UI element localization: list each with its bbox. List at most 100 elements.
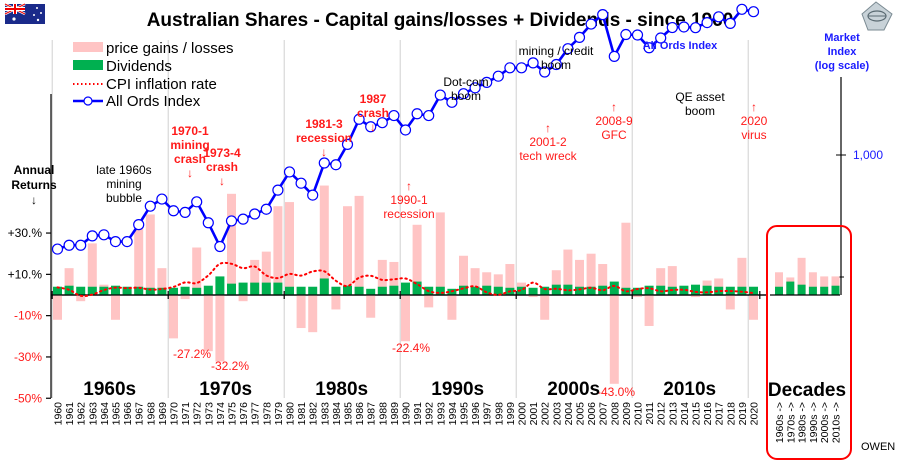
- price-bar-1961: [64, 268, 74, 295]
- year-label-1983: 1983: [319, 402, 331, 426]
- summary-price-bar-1960s: [775, 272, 783, 295]
- index-point-2018: [724, 17, 736, 29]
- year-label-2016: 2016: [702, 402, 714, 426]
- price-bar-1991: [412, 224, 422, 295]
- annotation-line: 1990-1: [390, 193, 428, 207]
- annotation-line: Dot-com: [443, 75, 488, 89]
- legend-label-dividends: Dividends: [106, 58, 172, 75]
- dividend-bar-1996: [470, 286, 480, 295]
- dividend-bar-1978: [261, 282, 271, 295]
- dividend-bar-1972: [192, 287, 202, 295]
- year-label-2002: 2002: [540, 402, 552, 426]
- annotation-line: ↑: [545, 121, 551, 135]
- index-point-1963: [86, 230, 98, 242]
- dividend-bar-2016: [702, 285, 712, 295]
- price-bar-1985: [343, 206, 352, 295]
- index-point-1987: [365, 121, 377, 133]
- index-point-2017: [713, 11, 725, 23]
- year-label-1966: 1966: [122, 402, 134, 426]
- summary-label-2010s: 2010s ->: [831, 402, 843, 443]
- year-label-1977: 1977: [250, 402, 262, 426]
- value-label-1973: -27.2%: [173, 347, 211, 361]
- dividend-bar-2001: [528, 287, 538, 295]
- index-point-2005: [573, 31, 586, 43]
- index-point-2020: [747, 6, 760, 18]
- annotation-line: ↑: [611, 100, 617, 114]
- summary-label-1990s: 1990s ->: [808, 402, 820, 443]
- summary-label-1970s: 1970s ->: [785, 402, 797, 443]
- index-point-1986: [353, 113, 365, 125]
- index-points: [51, 3, 760, 255]
- price-bar-1960: [53, 295, 62, 320]
- dividend-bars: [53, 276, 758, 295]
- annotation-line: recession: [383, 207, 434, 221]
- year-labels: 1960 1961 1962 1963 1964 1965 1966 1967 1968 1969…: [53, 402, 761, 426]
- dividend-bar-2010: [633, 287, 642, 295]
- index-point-1990: [399, 124, 412, 136]
- year-label-2017: 2017: [714, 402, 726, 426]
- price-bar-1992: [424, 295, 434, 308]
- index-point-2014: [678, 21, 690, 33]
- index-point-1975: [225, 215, 238, 227]
- index-point-2000: [515, 62, 528, 74]
- index-point-1980: [283, 166, 296, 178]
- annotation-line: mining: [170, 138, 209, 152]
- price-bar-2007: [598, 264, 608, 295]
- price-bar-1977: [250, 259, 260, 295]
- annotation-line: mining: [106, 177, 141, 191]
- dividend-bar-1966: [122, 286, 132, 295]
- dividend-bar-2011: [644, 285, 654, 295]
- dividend-bar-1981: [296, 286, 306, 295]
- credit-label: OWEN: [861, 441, 895, 453]
- annotation-line: QE asset: [675, 90, 725, 104]
- summary-dividend-bar-1990s: [808, 286, 817, 295]
- year-label-2013: 2013: [667, 402, 679, 426]
- dividend-bar-1984: [331, 286, 341, 295]
- flag-australia-icon: [4, 2, 45, 24]
- price-bar-1998: [493, 274, 503, 295]
- price-bar-1971: [180, 295, 190, 300]
- index-point-1991: [411, 108, 423, 120]
- price-bar-2013: [667, 266, 677, 295]
- legend-swatch-price: [73, 42, 103, 52]
- annotation-line: 2001-2: [529, 135, 567, 149]
- year-label-1986: 1986: [354, 402, 366, 426]
- decade-label-1970s: 1970s: [199, 379, 252, 400]
- dividend-bar-1983: [319, 278, 329, 295]
- dividend-bar-1977: [250, 282, 260, 295]
- year-label-1992: 1992: [424, 402, 436, 426]
- year-label-1982: 1982: [308, 402, 320, 426]
- value-label-2008: -43.0%: [597, 385, 635, 399]
- index-point-1979: [272, 184, 284, 196]
- index-point-1998: [492, 70, 504, 82]
- chart-title: Australian Shares - Capital gains/losses…: [147, 10, 734, 31]
- index-point-1999: [504, 62, 516, 74]
- secondary-label-line: Index: [828, 46, 858, 58]
- index-point-1989: [388, 109, 400, 122]
- y-label-arrow: ↓: [31, 193, 37, 207]
- year-label-1991: 1991: [412, 402, 424, 426]
- index-point-2019: [736, 3, 748, 15]
- year-label-1960: 1960: [53, 402, 65, 426]
- year-label-2000: 2000: [517, 402, 529, 426]
- year-label-2007: 2007: [598, 402, 610, 426]
- dividend-bar-1988: [377, 286, 387, 295]
- annotation-line: 2020: [741, 114, 768, 128]
- year-label-1965: 1965: [111, 402, 123, 426]
- price-bar-2010: [633, 295, 642, 298]
- price-bar-1978: [261, 251, 271, 295]
- year-label-1973: 1973: [203, 402, 215, 426]
- dividend-bar-1964: [99, 286, 109, 295]
- annotation-line: virus: [741, 128, 766, 142]
- decade-separators: [51, 40, 761, 398]
- annotation-line: 1973-4: [203, 146, 241, 160]
- legend-swatch-index-marker: [83, 96, 93, 106]
- legend-label-price: price gains / losses: [106, 40, 234, 57]
